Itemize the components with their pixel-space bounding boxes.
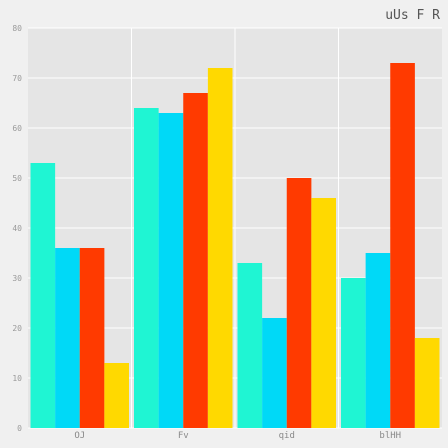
bar-Fv-series-1	[134, 108, 159, 428]
bar-Fv-series-2	[158, 113, 184, 428]
x-axis-category-labels: OJ Fv qid blHH	[74, 431, 401, 441]
bar-blHH-series-4	[414, 338, 440, 428]
bar-qid-series-1	[237, 263, 263, 428]
bars	[30, 63, 440, 428]
y-tick-label: 30	[12, 274, 22, 283]
y-tick-label: 60	[12, 124, 22, 133]
bar-OJ-series-1	[30, 163, 56, 428]
bar-qid-series-3	[286, 178, 312, 428]
y-tick-label: 80	[12, 24, 22, 33]
x-category-label: Fv	[178, 431, 189, 441]
bar-blHH-series-1	[341, 278, 366, 428]
bar-blHH-series-3	[390, 63, 415, 428]
x-category-label: blHH	[379, 431, 401, 441]
y-axis-tick-labels: 0 10 20 30 40 50 60 70 80	[12, 24, 22, 433]
bar-Fv-series-4	[207, 68, 233, 428]
chart-title: uUs F R	[385, 8, 440, 23]
y-tick-label: 10	[12, 374, 22, 383]
y-tick-label: 20	[12, 324, 22, 333]
y-tick-label: 0	[17, 424, 22, 433]
bar-Fv-series-3	[183, 93, 208, 428]
bar-OJ-series-4	[104, 363, 129, 428]
y-tick-label: 70	[12, 74, 22, 83]
y-tick-label: 50	[12, 174, 22, 183]
y-tick-label: 40	[12, 224, 22, 233]
bar-OJ-series-2	[55, 248, 80, 428]
bar-blHH-series-2	[365, 253, 391, 428]
x-category-label: qid	[279, 431, 295, 441]
bar-OJ-series-3	[79, 248, 105, 428]
bar-qid-series-2	[262, 318, 287, 428]
bar-qid-series-4	[311, 198, 336, 428]
x-category-label: OJ	[74, 431, 85, 441]
